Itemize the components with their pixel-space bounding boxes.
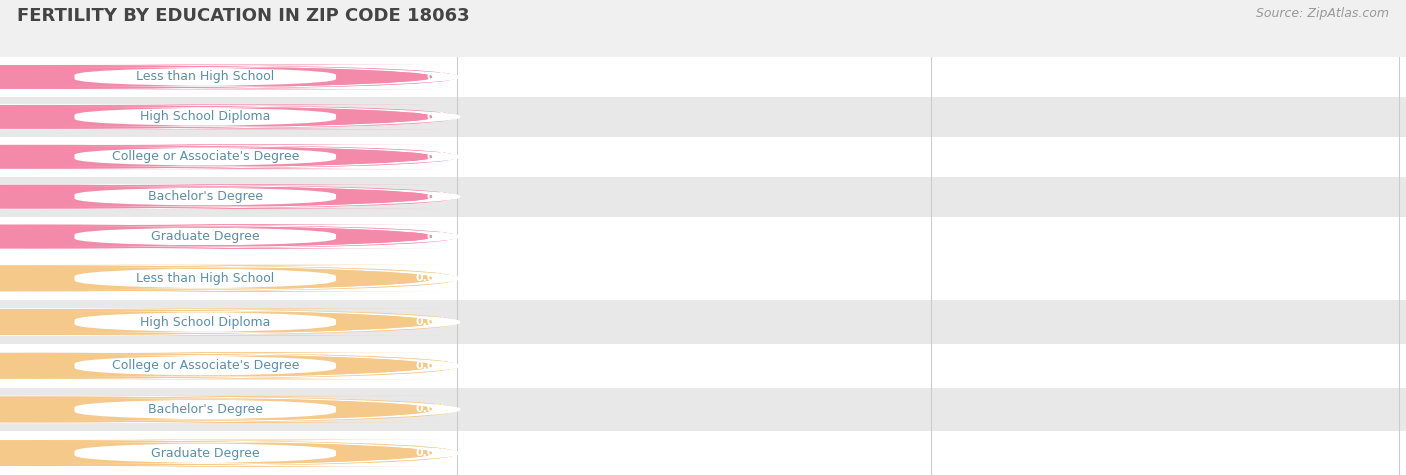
Circle shape bbox=[0, 185, 432, 208]
FancyBboxPatch shape bbox=[55, 267, 356, 289]
Text: College or Associate's Degree: College or Associate's Degree bbox=[111, 150, 299, 163]
Circle shape bbox=[0, 105, 432, 128]
FancyBboxPatch shape bbox=[21, 439, 457, 467]
FancyBboxPatch shape bbox=[21, 65, 457, 89]
FancyBboxPatch shape bbox=[55, 227, 356, 247]
Circle shape bbox=[0, 440, 460, 466]
Text: Graduate Degree: Graduate Degree bbox=[150, 446, 260, 460]
Circle shape bbox=[0, 265, 460, 292]
FancyBboxPatch shape bbox=[21, 265, 457, 292]
Circle shape bbox=[0, 396, 460, 423]
FancyBboxPatch shape bbox=[21, 396, 457, 423]
Text: 0.0%: 0.0% bbox=[415, 448, 446, 458]
FancyBboxPatch shape bbox=[21, 184, 457, 209]
Text: 0.0: 0.0 bbox=[426, 231, 446, 242]
Circle shape bbox=[0, 309, 460, 335]
Text: Graduate Degree: Graduate Degree bbox=[150, 230, 260, 243]
Circle shape bbox=[0, 266, 432, 291]
Text: 0.0: 0.0 bbox=[426, 152, 446, 162]
FancyBboxPatch shape bbox=[55, 355, 356, 377]
FancyBboxPatch shape bbox=[55, 311, 356, 333]
Circle shape bbox=[0, 353, 432, 378]
FancyBboxPatch shape bbox=[55, 187, 356, 207]
FancyBboxPatch shape bbox=[21, 439, 457, 467]
Text: Bachelor's Degree: Bachelor's Degree bbox=[148, 403, 263, 416]
Text: 0.0%: 0.0% bbox=[415, 404, 446, 415]
Text: 0.0: 0.0 bbox=[426, 112, 446, 122]
FancyBboxPatch shape bbox=[21, 265, 457, 292]
Text: 0.0%: 0.0% bbox=[415, 317, 446, 327]
Circle shape bbox=[0, 66, 432, 88]
Bar bbox=[0, 431, 1406, 475]
FancyBboxPatch shape bbox=[21, 308, 457, 336]
Bar bbox=[0, 256, 1406, 300]
Bar bbox=[0, 217, 1406, 256]
FancyBboxPatch shape bbox=[55, 442, 356, 464]
Text: 0.0%: 0.0% bbox=[415, 361, 446, 371]
Circle shape bbox=[0, 266, 432, 291]
Text: Less than High School: Less than High School bbox=[136, 70, 274, 84]
FancyBboxPatch shape bbox=[55, 399, 356, 420]
Text: High School Diploma: High School Diploma bbox=[141, 110, 270, 124]
FancyBboxPatch shape bbox=[21, 104, 457, 129]
Text: Less than High School: Less than High School bbox=[136, 272, 274, 285]
Text: Bachelor's Degree: Bachelor's Degree bbox=[148, 190, 263, 203]
FancyBboxPatch shape bbox=[21, 396, 457, 423]
Text: High School Diploma: High School Diploma bbox=[141, 315, 270, 329]
Bar bbox=[0, 300, 1406, 344]
FancyBboxPatch shape bbox=[55, 107, 356, 127]
Circle shape bbox=[0, 65, 460, 89]
FancyBboxPatch shape bbox=[21, 65, 457, 89]
Circle shape bbox=[0, 397, 432, 422]
FancyBboxPatch shape bbox=[21, 308, 457, 336]
Circle shape bbox=[0, 397, 432, 422]
Circle shape bbox=[0, 66, 432, 88]
FancyBboxPatch shape bbox=[21, 224, 457, 249]
Bar bbox=[0, 388, 1406, 431]
FancyBboxPatch shape bbox=[21, 144, 457, 169]
FancyBboxPatch shape bbox=[21, 144, 457, 169]
Circle shape bbox=[0, 225, 432, 248]
Bar bbox=[0, 137, 1406, 177]
FancyBboxPatch shape bbox=[21, 104, 457, 129]
Bar bbox=[0, 344, 1406, 388]
Circle shape bbox=[0, 145, 432, 168]
Circle shape bbox=[0, 353, 432, 378]
FancyBboxPatch shape bbox=[55, 67, 356, 87]
Text: 0.0%: 0.0% bbox=[415, 273, 446, 284]
Bar bbox=[0, 177, 1406, 217]
Circle shape bbox=[0, 105, 432, 128]
Text: 0.0: 0.0 bbox=[426, 191, 446, 202]
FancyBboxPatch shape bbox=[55, 147, 356, 167]
Text: College or Associate's Degree: College or Associate's Degree bbox=[111, 359, 299, 372]
Text: FERTILITY BY EDUCATION IN ZIP CODE 18063: FERTILITY BY EDUCATION IN ZIP CODE 18063 bbox=[17, 7, 470, 25]
Circle shape bbox=[0, 441, 432, 466]
Circle shape bbox=[0, 185, 460, 209]
Circle shape bbox=[0, 310, 432, 334]
Text: 0.0: 0.0 bbox=[426, 72, 446, 82]
FancyBboxPatch shape bbox=[21, 224, 457, 249]
Circle shape bbox=[0, 225, 460, 248]
Circle shape bbox=[0, 145, 432, 168]
Circle shape bbox=[0, 185, 432, 208]
FancyBboxPatch shape bbox=[21, 352, 457, 380]
FancyBboxPatch shape bbox=[21, 352, 457, 380]
Circle shape bbox=[0, 105, 460, 129]
Circle shape bbox=[0, 225, 432, 248]
Bar bbox=[0, 57, 1406, 97]
Circle shape bbox=[0, 310, 432, 334]
FancyBboxPatch shape bbox=[21, 184, 457, 209]
Circle shape bbox=[0, 145, 460, 169]
Circle shape bbox=[0, 352, 460, 379]
Bar bbox=[0, 97, 1406, 137]
Text: Source: ZipAtlas.com: Source: ZipAtlas.com bbox=[1256, 7, 1389, 20]
Circle shape bbox=[0, 441, 432, 466]
